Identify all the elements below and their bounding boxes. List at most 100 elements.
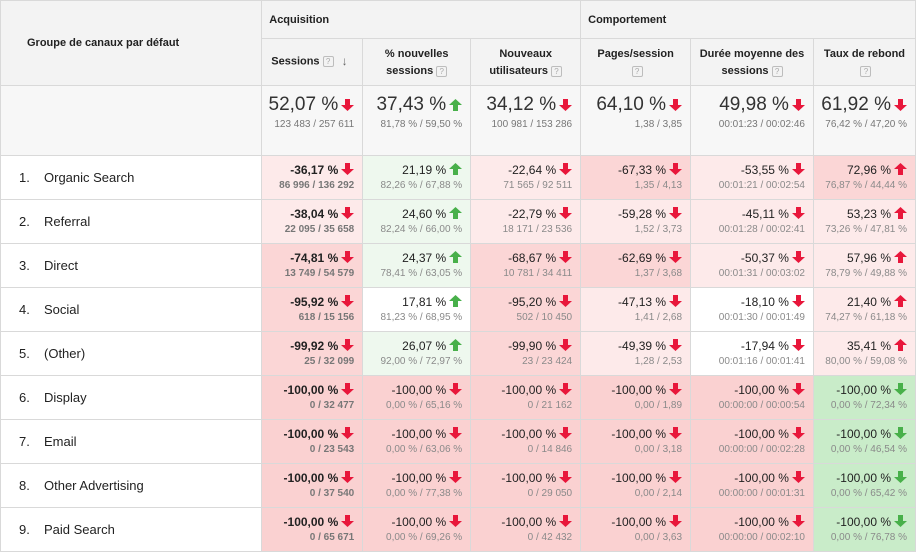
totals-label-cell [0, 85, 263, 156]
metric-cell: 26,07 % 92,00 % / 72,97 % [362, 331, 472, 376]
metric-cell: -100,00 % 00:00:00 / 00:01:31 [690, 463, 814, 508]
arrow-down-icon [341, 99, 355, 111]
metric-change: -100,00 % [475, 426, 573, 442]
arrow-down-icon [894, 383, 907, 395]
table-row: 5. (Other) -99,92 % 25 / 32 099 26,07 % 92,… [0, 331, 916, 376]
table-row: 4. Social -95,92 % 618 / 15 156 17,81 % 81,… [0, 287, 916, 332]
help-icon[interactable]: ? [551, 65, 562, 77]
col-header-label: % nouvelles sessions [384, 48, 449, 77]
channel-link[interactable]: (Other) [44, 346, 86, 361]
arrow-down-icon [669, 251, 683, 263]
metric-cell: -47,13 % 1,41 / 2,68 [580, 287, 692, 332]
col-header-avg-duration[interactable]: Durée moyenne des sessions? [690, 38, 814, 86]
metric-change: 24,37 % [367, 250, 463, 266]
metric-detail: 00:00:00 / 00:00:54 [718, 400, 805, 411]
channel-link[interactable]: Display [44, 390, 87, 405]
metric-cell: -100,00 % 0,00 / 2,14 [580, 463, 692, 508]
metric-change: 53,23 % [818, 206, 907, 222]
metric-change: -100,00 % [818, 514, 907, 530]
arrow-down-icon [669, 471, 683, 483]
arrow-down-icon [341, 515, 355, 527]
metric-change: -100,00 % [266, 470, 355, 486]
arrow-down-icon [559, 163, 573, 175]
channel-link[interactable]: Organic Search [44, 170, 135, 185]
metric-cell: -17,94 % 00:01:16 / 00:01:41 [690, 331, 814, 376]
sort-descending-icon[interactable]: ↓ [341, 54, 348, 69]
channel-link[interactable]: Referral [44, 214, 91, 229]
metric-detail: 86 996 / 136 292 [279, 180, 355, 191]
metric-cell: -100,00 % 0 / 65 671 [261, 507, 364, 552]
metric-cell: -100,00 % 0 / 42 432 [470, 507, 582, 552]
col-header-label: Sessions [271, 55, 320, 68]
metric-detail: 00:01:31 / 00:03:02 [718, 268, 805, 279]
total-cell: 37,43 % 81,78 % / 59,50 % [362, 85, 472, 156]
metric-detail: 0 / 21 162 [527, 400, 573, 411]
channel-link[interactable]: Direct [44, 258, 78, 273]
total-cell: 61,92 % 76,42 % / 47,20 % [812, 85, 916, 156]
metric-cell: -36,17 % 86 996 / 136 292 [261, 155, 364, 200]
metric-detail: 00:00:00 / 00:02:10 [718, 532, 805, 543]
arrow-up-icon [894, 207, 907, 219]
metric-cell: 72,96 % 76,87 % / 44,44 % [812, 155, 916, 200]
metric-detail: 502 / 10 450 [516, 312, 573, 323]
metric-change: -100,00 % [367, 382, 463, 398]
table-row: 3. Direct -74,81 % 13 749 / 54 579 24,37 % … [0, 243, 916, 288]
col-header-new-users[interactable]: Nouveaux utilisateurs? [470, 38, 582, 86]
metric-cell: 57,96 % 78,79 % / 49,88 % [812, 243, 916, 288]
metric-detail: 0,00 % / 77,38 % [386, 488, 463, 499]
metric-change: -99,92 % [266, 338, 355, 354]
metric-cell: -100,00 % 0 / 21 162 [470, 375, 582, 420]
metric-detail: 00:01:30 / 00:01:49 [718, 312, 805, 323]
arrow-down-icon [669, 383, 683, 395]
metric-change: -38,04 % [266, 206, 355, 222]
total-detail: 76,42 % / 47,20 % [825, 119, 907, 130]
metric-cell: -100,00 % 0,00 / 3,63 [580, 507, 692, 552]
channel-link[interactable]: Email [44, 434, 77, 449]
help-icon[interactable]: ? [631, 65, 643, 77]
channel-link[interactable]: Other Advertising [44, 478, 144, 493]
arrow-up-icon [894, 251, 907, 263]
row-number: 3. [19, 258, 30, 273]
col-header-bounce-rate[interactable]: Taux de rebond? [812, 38, 916, 86]
help-icon[interactable]: ? [860, 65, 872, 77]
arrow-down-icon [791, 427, 805, 439]
metric-change: -100,00 % [695, 382, 805, 398]
metric-cell: 24,37 % 78,41 % / 63,05 % [362, 243, 472, 288]
metric-detail: 82,24 % / 66,00 % [380, 224, 463, 235]
arrow-up-icon [894, 339, 907, 351]
metric-change: -95,20 % [475, 294, 573, 310]
arrow-down-icon [894, 515, 907, 527]
metric-change: -100,00 % [695, 426, 805, 442]
metric-cell: -22,79 % 18 171 / 23 536 [470, 199, 582, 244]
col-header-new-sessions[interactable]: % nouvelles sessions? [362, 38, 472, 86]
arrow-down-icon [341, 339, 355, 351]
row-label-cell: 6. Display [0, 375, 263, 420]
metric-detail: 73,26 % / 47,81 % [825, 224, 907, 235]
arrow-down-icon [341, 295, 355, 307]
metric-change: -49,39 % [585, 338, 683, 354]
channel-link[interactable]: Paid Search [44, 522, 115, 537]
metric-change: -95,92 % [266, 294, 355, 310]
metric-detail: 71 565 / 92 511 [503, 180, 573, 191]
col-header-pages-session[interactable]: Pages/session? [580, 38, 692, 86]
help-icon[interactable]: ? [322, 56, 334, 68]
arrow-up-icon [449, 251, 463, 263]
help-icon[interactable]: ? [436, 65, 448, 77]
metric-cell: -100,00 % 0,00 % / 69,26 % [362, 507, 472, 552]
metric-cell: -49,39 % 1,28 / 2,53 [580, 331, 692, 376]
total-detail: 1,38 / 3,85 [634, 119, 683, 130]
help-icon[interactable]: ? [771, 65, 783, 77]
metric-change: -68,67 % [475, 250, 573, 266]
row-number: 4. [19, 302, 30, 317]
metric-change: 26,07 % [367, 338, 463, 354]
metric-detail: 74,27 % / 61,18 % [825, 312, 907, 323]
metric-cell: -95,20 % 502 / 10 450 [470, 287, 582, 332]
channel-link[interactable]: Social [44, 302, 80, 317]
metric-detail: 0,00 % / 72,34 % [830, 400, 907, 411]
metric-cell: -100,00 % 0,00 / 1,89 [580, 375, 692, 420]
dimension-header[interactable]: Groupe de canaux par défaut [0, 0, 263, 86]
col-header-sessions[interactable]: Sessions? ↓ [261, 38, 364, 86]
metric-cell: -99,92 % 25 / 32 099 [261, 331, 364, 376]
metric-detail: 0,00 % / 69,26 % [386, 532, 463, 543]
metric-change: -45,11 % [695, 206, 805, 222]
